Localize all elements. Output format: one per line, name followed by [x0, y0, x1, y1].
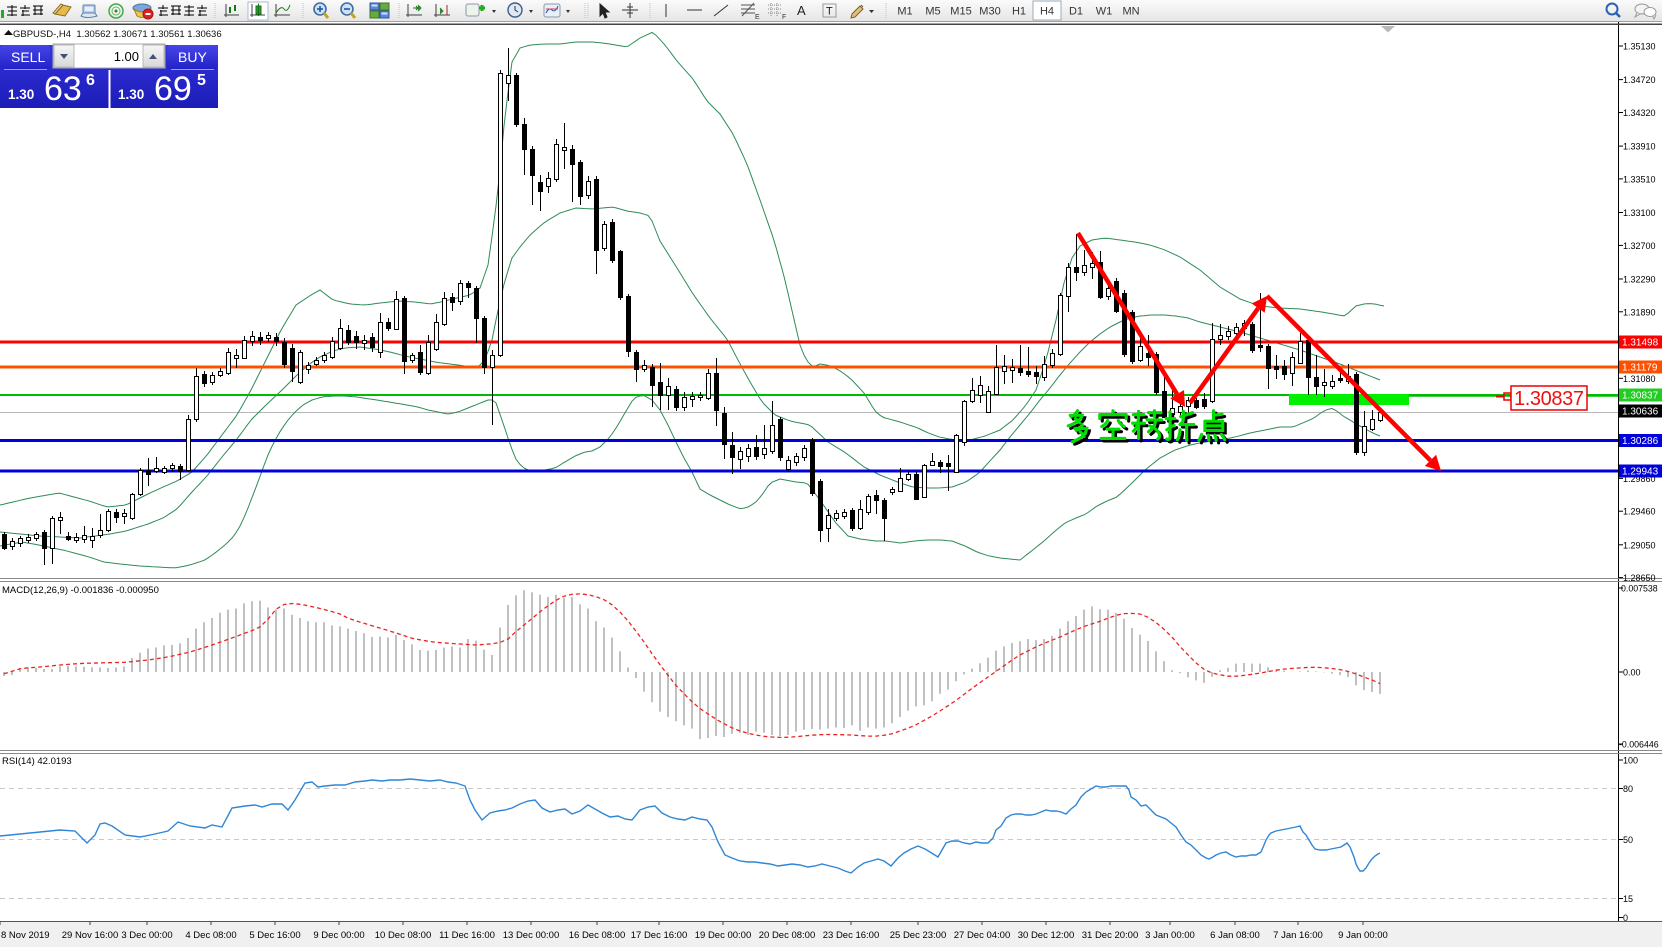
svg-text:15: 15 [1623, 894, 1633, 904]
svg-text:1.30636: 1.30636 [1622, 407, 1659, 418]
svg-text:69: 69 [154, 70, 192, 108]
svg-text:H4: H4 [1040, 6, 1054, 18]
svg-text:4 Dec 08:00: 4 Dec 08:00 [185, 930, 236, 941]
svg-text:MACD(12,26,9) -0.001836 -0.000: MACD(12,26,9) -0.001836 -0.000950 [2, 585, 159, 596]
svg-text:D1: D1 [1069, 6, 1083, 18]
svg-text:1.31179: 1.31179 [1622, 363, 1658, 374]
svg-text:1.30286: 1.30286 [1622, 436, 1659, 447]
svg-text:6: 6 [86, 72, 95, 89]
svg-text:RSI(14) 42.0193: RSI(14) 42.0193 [2, 756, 72, 767]
svg-text:1.29943: 1.29943 [1622, 467, 1659, 478]
svg-text:-0.006446: -0.006446 [1619, 740, 1659, 750]
svg-text:1.28650: 1.28650 [1623, 573, 1656, 583]
svg-text:23 Dec 16:00: 23 Dec 16:00 [823, 930, 880, 941]
svg-text:10 Dec 08:00: 10 Dec 08:00 [375, 930, 432, 941]
svg-text:1.30837: 1.30837 [1514, 388, 1584, 410]
svg-text:M5: M5 [925, 6, 940, 18]
svg-text:100: 100 [1623, 756, 1638, 766]
svg-text:0: 0 [1623, 913, 1628, 923]
svg-text:M15: M15 [950, 6, 971, 18]
svg-text:1.00: 1.00 [114, 49, 139, 64]
svg-text:50: 50 [1623, 835, 1633, 845]
svg-text:0.00: 0.00 [1623, 668, 1641, 678]
svg-text:1.30: 1.30 [8, 87, 34, 102]
svg-text:GBPUSD-,H4 1.30562 1.30671 1.: GBPUSD-,H4 1.30562 1.30671 1.30561 1.306… [13, 29, 222, 40]
svg-text:MN: MN [1122, 6, 1139, 18]
svg-text:1.35130: 1.35130 [1623, 42, 1656, 52]
svg-text:11 Dec 16:00: 11 Dec 16:00 [439, 930, 495, 941]
svg-text:31 Dec 20:00: 31 Dec 20:00 [1082, 930, 1139, 941]
svg-text:3 Dec 00:00: 3 Dec 00:00 [121, 930, 172, 941]
svg-text:E: E [755, 14, 760, 21]
svg-text:16 Dec 08:00: 16 Dec 08:00 [569, 930, 626, 941]
svg-text:7 Jan 16:00: 7 Jan 16:00 [1273, 930, 1323, 941]
svg-text:1.31498: 1.31498 [1622, 338, 1659, 349]
svg-text:1.31890: 1.31890 [1623, 307, 1656, 317]
svg-text:80: 80 [1623, 784, 1633, 794]
svg-text:1.33910: 1.33910 [1623, 142, 1656, 152]
svg-text:6 Jan 08:00: 6 Jan 08:00 [1210, 930, 1260, 941]
svg-text:17 Dec 16:00: 17 Dec 16:00 [631, 930, 688, 941]
svg-text:63: 63 [44, 70, 82, 108]
svg-text:20 Dec 08:00: 20 Dec 08:00 [759, 930, 816, 941]
svg-text:30 Dec 12:00: 30 Dec 12:00 [1018, 930, 1075, 941]
svg-text:T: T [826, 6, 833, 18]
svg-text:27 Dec 04:00: 27 Dec 04:00 [954, 930, 1011, 941]
svg-text:M30: M30 [979, 6, 1000, 18]
svg-text:1.33100: 1.33100 [1623, 208, 1656, 218]
svg-text:5: 5 [197, 72, 206, 89]
svg-text:1.30: 1.30 [118, 87, 144, 102]
svg-text:0.007538: 0.007538 [1621, 584, 1658, 594]
svg-text:H1: H1 [1012, 6, 1026, 18]
svg-text:1.29460: 1.29460 [1623, 507, 1656, 517]
svg-text:A: A [797, 3, 806, 18]
svg-text:1.32290: 1.32290 [1623, 275, 1656, 285]
svg-text:F: F [782, 14, 786, 21]
svg-text:19 Dec 00:00: 19 Dec 00:00 [695, 930, 752, 941]
svg-text:1.30837: 1.30837 [1622, 391, 1659, 402]
svg-text:M1: M1 [897, 6, 912, 18]
svg-text:1.32700: 1.32700 [1623, 241, 1656, 251]
svg-text:25 Dec 23:00: 25 Dec 23:00 [890, 930, 947, 941]
svg-text:8 Nov 2019: 8 Nov 2019 [1, 930, 50, 941]
svg-text:SELL: SELL [11, 49, 45, 65]
svg-text:3 Jan 00:00: 3 Jan 00:00 [1145, 930, 1195, 941]
svg-text:9 Jan 00:00: 9 Jan 00:00 [1338, 930, 1388, 941]
svg-text:1.33510: 1.33510 [1623, 174, 1656, 184]
svg-text:W1: W1 [1096, 6, 1113, 18]
svg-text:13 Dec 00:00: 13 Dec 00:00 [503, 930, 560, 941]
svg-text:1.34720: 1.34720 [1623, 75, 1656, 85]
svg-text:1.29860: 1.29860 [1623, 474, 1656, 484]
svg-text:9 Dec 00:00: 9 Dec 00:00 [313, 930, 364, 941]
svg-text:1.34320: 1.34320 [1623, 108, 1656, 118]
svg-text:1.31080: 1.31080 [1623, 374, 1656, 384]
svg-text:BUY: BUY [178, 49, 207, 65]
svg-text:1.29050: 1.29050 [1623, 540, 1656, 550]
svg-text:5 Dec 16:00: 5 Dec 16:00 [249, 930, 300, 941]
svg-text:29 Nov 16:00: 29 Nov 16:00 [62, 930, 119, 941]
